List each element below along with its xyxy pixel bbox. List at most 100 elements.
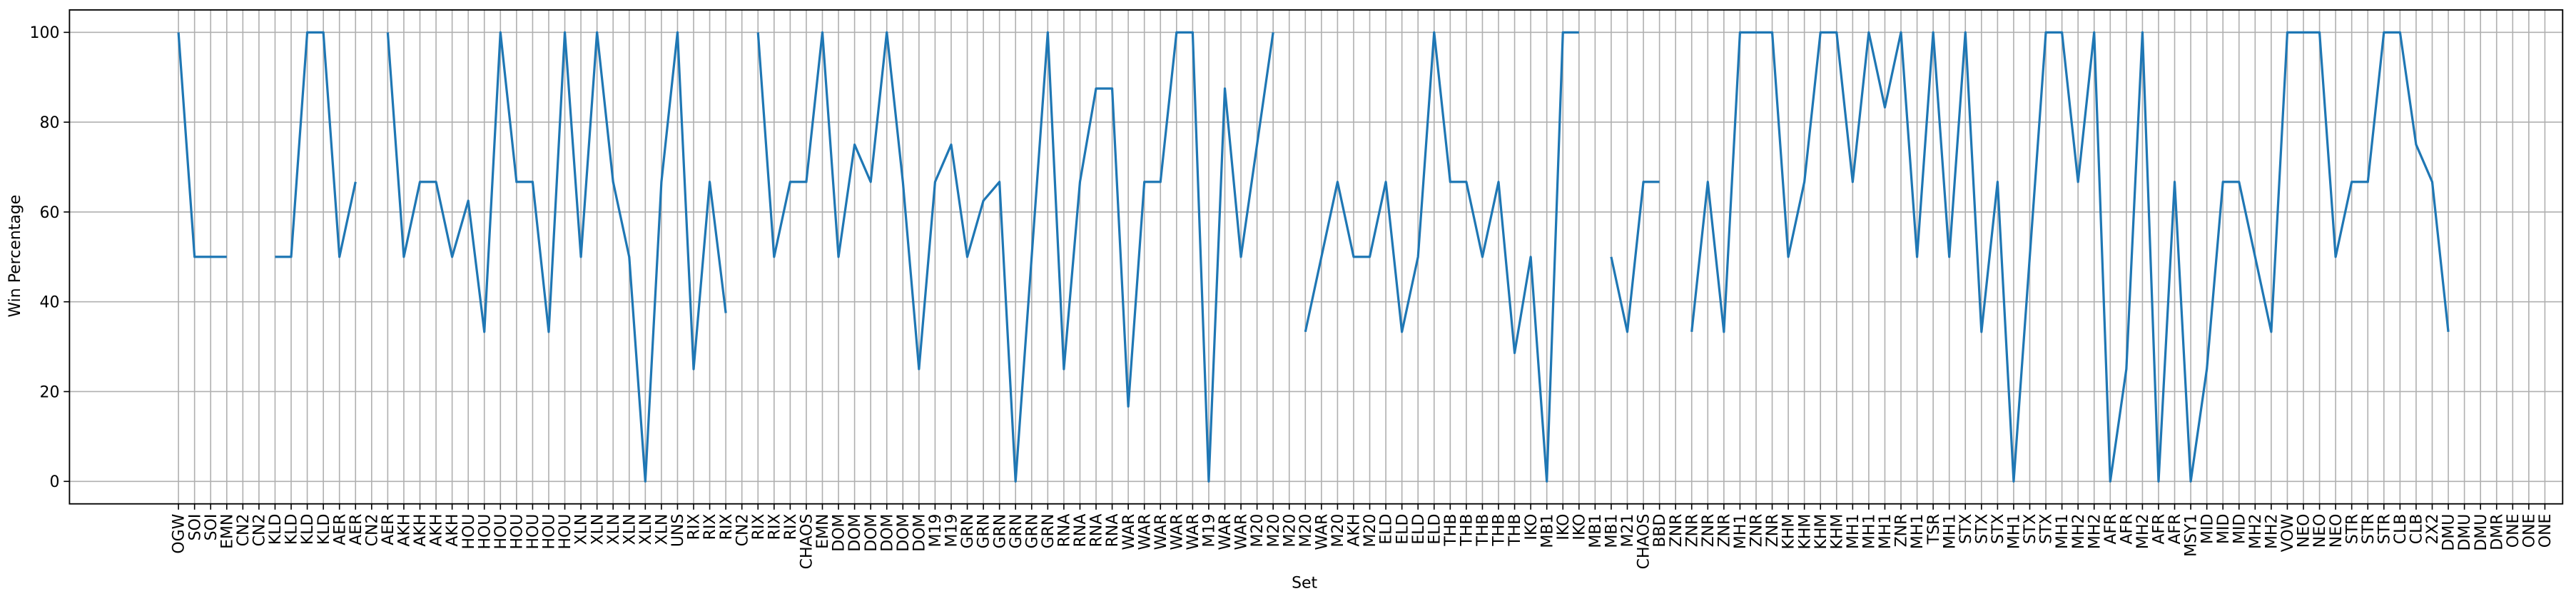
x-tick-label: BBD: [1651, 514, 1669, 548]
x-tick-label: DOM: [831, 514, 848, 552]
x-tick-label: THB: [1491, 514, 1508, 547]
x-tick-label: MID: [2215, 514, 2233, 544]
x-tick-label: UNS: [669, 514, 687, 547]
x-tick-label: M20: [1297, 514, 1315, 548]
x-tick-label: GRN: [959, 514, 977, 549]
x-tick-label: WAR: [1136, 514, 1154, 550]
x-tick-label: RNA: [1072, 514, 1090, 548]
x-tick-label: STX: [2022, 514, 2039, 544]
x-tick-label: NEO: [2328, 514, 2346, 548]
x-tick-label: WAR: [1120, 514, 1138, 550]
x-tick-label: DOM: [878, 514, 896, 552]
x-tick-label: DOM: [846, 514, 864, 552]
x-tick-label: ELD: [1410, 514, 1428, 545]
x-tick-label: NEO: [2311, 514, 2329, 548]
y-tick-label: 80: [40, 114, 60, 132]
x-tick-label: M19: [927, 514, 945, 548]
x-tick-label: CN2: [734, 514, 751, 547]
x-tick-label: MH1: [1845, 514, 1862, 549]
x-tick-label: MB1: [1587, 514, 1605, 548]
y-axis-label: Win Percentage: [6, 195, 24, 318]
x-tick-label: AKH: [444, 514, 462, 547]
x-tick-label: XLN: [605, 514, 623, 545]
x-tick-label: HOU: [557, 514, 574, 550]
x-tick-label: AFR: [2118, 514, 2136, 545]
x-tick-label: STR: [2360, 514, 2378, 545]
x-tick-label: AER: [380, 514, 397, 545]
x-tick-label: ELD: [1378, 514, 1396, 545]
x-tick-label: XLN: [654, 514, 671, 545]
x-tick-label: AFR: [2102, 514, 2120, 545]
x-tick-label: WAR: [1152, 514, 1170, 550]
x-tick-label: ELD: [1426, 514, 1444, 545]
x-tick-label: CLB: [2408, 514, 2426, 545]
x-tick-label: CN2: [235, 514, 253, 547]
x-tick-label: STX: [2038, 514, 2056, 544]
x-tick-label: MSY1: [2183, 514, 2201, 557]
x-tick-label: AKH: [412, 514, 430, 547]
x-tick-label: RNA: [1088, 514, 1106, 548]
x-tick-label: OGW: [171, 514, 188, 554]
x-tick-label: M20: [1281, 514, 1299, 548]
x-tick-label: KLD: [299, 514, 317, 545]
x-tick-label: MH1: [1941, 514, 1959, 549]
x-tick-label: SOI: [203, 514, 220, 541]
x-tick-label: M19: [1201, 514, 1219, 548]
x-tick-label: KHM: [1812, 514, 1830, 550]
x-tick-label: MH2: [2263, 514, 2281, 549]
x-tick-label: DMU: [2473, 514, 2490, 551]
x-tick-label: ZNR: [1700, 514, 1718, 548]
x-tick-label: GRN: [1040, 514, 1058, 549]
x-tick-label: M20: [1329, 514, 1347, 548]
x-tick-label: THB: [1442, 514, 1460, 547]
x-tick-label: MID: [2231, 514, 2248, 544]
x-tick-label: HOU: [460, 514, 478, 550]
x-tick-label: 2X2: [2424, 514, 2442, 545]
x-tick-label: M21: [1619, 514, 1637, 548]
x-tick-label: AFR: [2166, 514, 2184, 545]
x-tick-label: MH2: [2134, 514, 2152, 549]
x-tick-label: DOM: [863, 514, 881, 552]
x-tick-label: AKH: [396, 514, 414, 547]
x-tick-label: XLN: [621, 514, 639, 545]
x-tick-label: AER: [331, 514, 349, 545]
x-tick-label: MB1: [1603, 514, 1621, 548]
x-tick-label: ZNR: [1764, 514, 1782, 548]
x-tick-label: MH1: [1877, 514, 1895, 549]
x-tick-label: VOW: [2279, 514, 2297, 553]
x-tick-label: STX: [1973, 514, 1991, 544]
x-tick-label: HOU: [541, 514, 559, 550]
x-tick-label: DMR: [2488, 514, 2506, 550]
x-tick-label: CHAOS: [1636, 514, 1653, 570]
y-tick-label: 60: [40, 204, 60, 222]
x-axis-label: Set: [1292, 575, 1317, 593]
x-tick-label: STX: [1957, 514, 1975, 544]
x-tick-label: RIX: [686, 514, 704, 540]
y-tick-label: 40: [40, 294, 60, 312]
x-tick-label: MH2: [2247, 514, 2265, 549]
x-tick-label: AER: [348, 514, 365, 545]
x-tick-label: ELD: [1394, 514, 1411, 545]
x-tick-label: ZNR: [1748, 514, 1766, 548]
x-tick-label: STR: [2375, 514, 2393, 545]
x-tick-label: MH1: [1861, 514, 1879, 549]
x-tick-label: THB: [1459, 514, 1476, 547]
x-tick-label: KHM: [1780, 514, 1798, 550]
x-tick-label: RNA: [1104, 514, 1122, 548]
y-tick-label: 20: [40, 383, 60, 401]
x-tick-label: MH1: [1732, 514, 1750, 549]
x-tick-label: MH1: [2006, 514, 2024, 549]
x-tick-label: STR: [2343, 514, 2361, 545]
x-tick-label: GRN: [1008, 514, 1025, 549]
x-tick-label: AKH: [1346, 514, 1364, 547]
x-tick-label: DOM: [911, 514, 928, 552]
x-tick-label: CLB: [2392, 514, 2410, 545]
x-tick-label: ZNR: [1668, 514, 1685, 548]
x-tick-label: KLD: [267, 514, 285, 545]
x-tick-label: XLN: [589, 514, 607, 545]
x-tick-label: WAR: [1313, 514, 1331, 550]
x-tick-label: CN2: [251, 514, 269, 547]
line: [177, 31, 2450, 483]
